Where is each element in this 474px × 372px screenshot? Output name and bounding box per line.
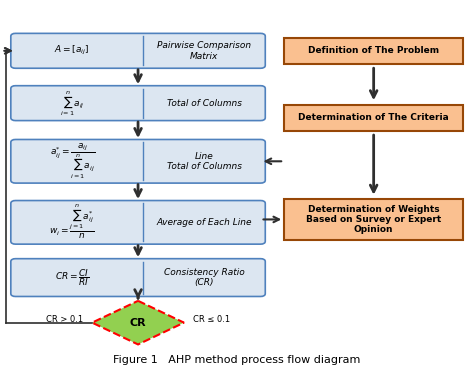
Text: $a_{ij}^{*} = \dfrac{a_{ij}}{\sum_{i=1}^{n} a_{ij}}$: $a_{ij}^{*} = \dfrac{a_{ij}}{\sum_{i=1}^… xyxy=(49,141,95,181)
FancyBboxPatch shape xyxy=(11,86,265,121)
Text: $A = [a_{ij}]$: $A = [a_{ij}]$ xyxy=(55,44,90,57)
Text: CR > 0.1: CR > 0.1 xyxy=(46,315,82,324)
Text: $w_i = \dfrac{\sum_{j=1}^{n} a_{ij}^{*}}{n}$: $w_i = \dfrac{\sum_{j=1}^{n} a_{ij}^{*}}… xyxy=(49,203,95,241)
Text: Line
Total of Columns: Line Total of Columns xyxy=(166,151,242,171)
Text: CR ≤ 0.1: CR ≤ 0.1 xyxy=(193,315,230,324)
Text: Determination of The Criteria: Determination of The Criteria xyxy=(298,113,449,122)
FancyBboxPatch shape xyxy=(284,199,463,240)
FancyBboxPatch shape xyxy=(284,105,463,131)
FancyBboxPatch shape xyxy=(11,201,265,244)
FancyBboxPatch shape xyxy=(11,33,265,68)
Text: $\sum_{i=1}^{n} a_{ij}$: $\sum_{i=1}^{n} a_{ij}$ xyxy=(60,89,84,118)
Text: Consistency Ratio
(CR): Consistency Ratio (CR) xyxy=(164,268,245,287)
Text: Average of Each Line: Average of Each Line xyxy=(156,218,252,227)
Text: $CR = \dfrac{CI}{RI}$: $CR = \dfrac{CI}{RI}$ xyxy=(55,267,89,288)
Text: CR: CR xyxy=(130,318,146,328)
Text: Determination of Weights
Based on Survey or Expert
Opinion: Determination of Weights Based on Survey… xyxy=(306,205,441,234)
Polygon shape xyxy=(92,301,184,344)
Text: Figure 1   AHP method process flow diagram: Figure 1 AHP method process flow diagram xyxy=(113,355,361,365)
Text: Pairwise Comparison
Matrix: Pairwise Comparison Matrix xyxy=(157,41,251,61)
FancyBboxPatch shape xyxy=(11,140,265,183)
Text: Definition of The Problem: Definition of The Problem xyxy=(308,46,439,55)
Text: Total of Columns: Total of Columns xyxy=(166,99,242,108)
FancyBboxPatch shape xyxy=(11,259,265,296)
FancyBboxPatch shape xyxy=(284,38,463,64)
